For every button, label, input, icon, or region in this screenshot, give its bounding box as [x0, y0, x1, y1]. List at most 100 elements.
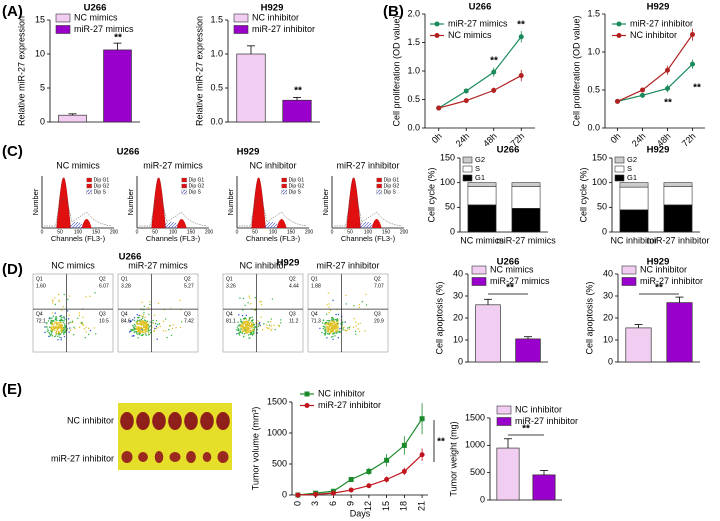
- marker: [384, 477, 390, 482]
- quadrant-value: 3.28: [121, 283, 131, 289]
- event-dot: [139, 321, 141, 323]
- y-axis-label: Tumor weight (mg): [448, 421, 458, 496]
- legend-swatch: [376, 183, 382, 189]
- marker: [518, 34, 524, 40]
- chart-title: U266: [469, 2, 492, 13]
- event-dot: [345, 294, 347, 297]
- event-dot: [330, 320, 333, 322]
- series-line: [438, 36, 522, 109]
- event-dot: [254, 326, 256, 329]
- plot-frame: [32, 273, 114, 353]
- event-dot: [334, 331, 337, 333]
- group-title: U266: [117, 147, 140, 158]
- event-dot: [147, 323, 149, 325]
- event-dot: [241, 330, 244, 333]
- event-dot: [252, 324, 255, 326]
- s-fill: [69, 221, 83, 228]
- plot-title: miR-27 mimics: [143, 160, 203, 170]
- event-dot: [355, 321, 357, 323]
- event-dot: [141, 301, 143, 304]
- quadrant-name: Q1: [121, 276, 128, 282]
- g2-peak: [371, 219, 382, 228]
- event-dot: [85, 331, 87, 333]
- event-dot: [243, 329, 245, 331]
- event-dot: [69, 329, 72, 332]
- legend-swatch: [614, 165, 625, 173]
- event-dot: [256, 329, 259, 331]
- marker: [366, 483, 372, 489]
- event-dot: [250, 303, 252, 305]
- legend-label: Dip G1: [289, 177, 305, 183]
- event-dot: [328, 303, 330, 305]
- event-dot: [328, 324, 330, 326]
- event-dot: [324, 327, 326, 329]
- legend-swatch: [376, 177, 382, 183]
- bar: [282, 99, 312, 123]
- y-tick-label: 50: [597, 202, 607, 212]
- y-axis-label: Cell apoptosis (%): [434, 281, 444, 354]
- event-dot: [139, 332, 141, 334]
- event-dot: [337, 319, 340, 321]
- event-dot: [259, 300, 261, 303]
- event-dot: [245, 314, 248, 317]
- event-dot: [145, 321, 148, 323]
- event-dot: [335, 313, 337, 316]
- event-dot: [71, 321, 73, 324]
- event-dot: [66, 327, 69, 330]
- event-dot: [56, 323, 59, 325]
- event-dot: [259, 324, 261, 327]
- event-dot: [332, 335, 334, 338]
- legend-label: Dip G1: [94, 177, 110, 183]
- legend-label: Dip G1: [189, 177, 205, 183]
- event-dot: [138, 328, 141, 330]
- event-dot: [168, 329, 170, 331]
- tumor: [154, 451, 164, 463]
- event-dot: [329, 325, 332, 327]
- quadrant-value: 3.26: [226, 283, 236, 289]
- event-dot: [68, 331, 70, 333]
- event-dot: [247, 325, 249, 327]
- event-dot: [64, 328, 66, 330]
- event-dot: [146, 320, 149, 322]
- bar: [532, 474, 556, 501]
- event-dot: [333, 322, 335, 325]
- marker: [313, 491, 319, 497]
- bar: [496, 447, 520, 501]
- y-tick-label: 150: [592, 152, 607, 162]
- event-dot: [47, 329, 50, 332]
- event-dot: [236, 333, 238, 335]
- event-dot: [145, 334, 147, 336]
- event-dot: [142, 315, 144, 318]
- legend-swatch: [614, 156, 625, 164]
- event-dot: [136, 316, 139, 319]
- x-tick-label: 200: [110, 229, 119, 235]
- event-dot: [148, 332, 150, 334]
- event-dot: [164, 318, 167, 320]
- legend-label: G1: [475, 173, 485, 182]
- event-dot: [133, 323, 136, 326]
- event-dot: [60, 328, 62, 330]
- event-dot: [270, 329, 272, 332]
- x-tick-label: 24h: [630, 131, 648, 149]
- legend-marker: [304, 403, 310, 408]
- quadrant-name: Q3: [289, 311, 296, 317]
- significance-label: **: [437, 437, 445, 448]
- event-dot: [52, 320, 55, 322]
- event-dot: [158, 323, 161, 325]
- event-dot: [175, 327, 177, 329]
- event-dot: [326, 333, 329, 335]
- y-tick-label: 0.5: [587, 84, 600, 94]
- y-tick-label: 500: [272, 458, 287, 468]
- event-dot: [239, 320, 242, 322]
- legend-label: Dip G2: [384, 183, 400, 189]
- bar-segment: [511, 186, 541, 209]
- event-dot: [60, 315, 62, 318]
- event-dot: [336, 318, 339, 320]
- event-dot: [50, 333, 53, 335]
- bar-segment: [511, 208, 541, 233]
- quadrant-value: 5.27: [184, 283, 194, 289]
- event-dot: [361, 301, 363, 303]
- bar: [475, 304, 501, 363]
- y-axis-label: Number: [226, 188, 235, 215]
- g1-peak: [346, 177, 361, 229]
